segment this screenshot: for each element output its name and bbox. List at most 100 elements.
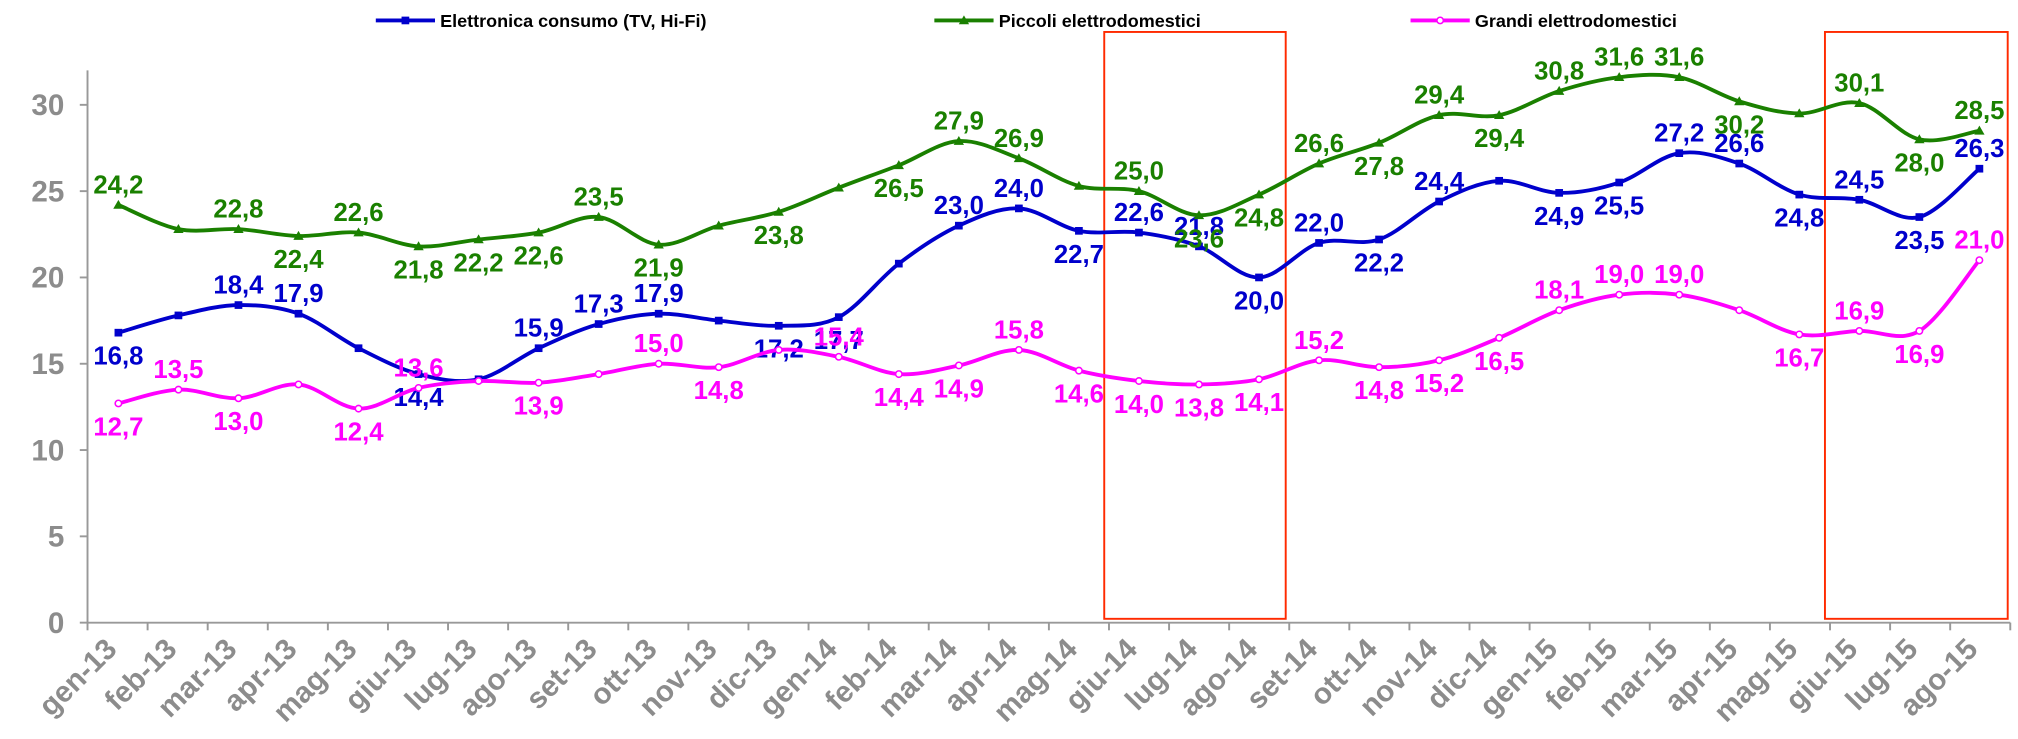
data-label: 16,9 — [1894, 341, 1944, 369]
marker — [1855, 195, 1864, 204]
marker — [654, 359, 663, 368]
data-label: 13,6 — [394, 354, 444, 382]
marker — [1975, 256, 1984, 265]
data-label: 22,2 — [1354, 250, 1404, 278]
data-label: 28,0 — [1894, 149, 1944, 177]
data-label: 24,0 — [994, 175, 1044, 203]
data-label: 14,4 — [874, 384, 925, 412]
data-label: 17,9 — [634, 280, 684, 308]
data-label: 20,0 — [1234, 287, 1284, 315]
marker — [1854, 98, 1865, 107]
data-label: 26,6 — [1294, 130, 1344, 158]
data-label: 23,8 — [754, 222, 804, 250]
data-label: 24,8 — [1774, 205, 1824, 233]
legend-label: Elettronica consumo (TV, Hi-Fi) — [440, 11, 706, 31]
marker — [834, 313, 843, 321]
data-label: 26,9 — [994, 125, 1044, 153]
data-label: 13,9 — [514, 393, 564, 421]
marker — [354, 344, 363, 353]
y-tick-label: 20 — [31, 262, 64, 295]
y-tick-label: 0 — [48, 607, 64, 640]
data-label: 26,6 — [1714, 130, 1764, 158]
marker — [1735, 306, 1744, 315]
marker — [1435, 197, 1443, 206]
marker — [1734, 96, 1745, 106]
marker — [1435, 356, 1444, 365]
marker — [1194, 380, 1203, 389]
data-label: 21,9 — [634, 255, 684, 283]
marker — [954, 221, 963, 230]
data-label: 17,7 — [814, 327, 864, 355]
data-label: 14,8 — [1354, 377, 1404, 405]
marker — [1075, 227, 1083, 235]
data-label: 27,2 — [1654, 120, 1704, 148]
marker — [714, 363, 723, 372]
data-label: 24,8 — [1234, 205, 1284, 233]
data-label: 22,8 — [213, 196, 263, 224]
data-label: 19,0 — [1654, 261, 1704, 289]
marker — [1255, 375, 1263, 384]
data-label: 15,2 — [1294, 327, 1344, 355]
marker — [1795, 190, 1804, 199]
y-tick-label: 25 — [31, 175, 64, 208]
data-label: 14,8 — [694, 377, 744, 405]
y-tick-label: 15 — [31, 348, 64, 381]
marker — [1914, 134, 1925, 144]
marker — [654, 309, 663, 318]
data-label: 22,4 — [273, 246, 324, 274]
marker — [294, 380, 303, 389]
marker — [1135, 228, 1143, 237]
marker — [414, 383, 423, 392]
data-label: 27,8 — [1354, 153, 1404, 181]
marker — [1373, 137, 1385, 147]
data-label: 26,3 — [1954, 135, 2004, 163]
data-label: 25,0 — [1114, 158, 1164, 186]
marker — [713, 220, 724, 230]
marker — [474, 377, 483, 385]
marker — [1974, 125, 1985, 135]
marker — [774, 321, 783, 330]
data-label: 22,6 — [514, 243, 564, 271]
data-label: 15,0 — [634, 330, 684, 358]
marker — [1073, 180, 1085, 190]
marker — [1253, 189, 1265, 199]
data-label: 21,0 — [1954, 227, 2004, 255]
marker — [1615, 178, 1624, 187]
series-line — [117, 72, 1980, 249]
marker — [1313, 158, 1325, 168]
marker — [114, 399, 123, 408]
data-label: 21,8 — [394, 256, 444, 284]
data-label: 16,8 — [93, 343, 143, 371]
marker — [413, 241, 424, 251]
data-label: 22,0 — [1294, 209, 1344, 237]
data-label: 27,9 — [934, 108, 984, 136]
marker — [1675, 290, 1684, 299]
marker — [1855, 326, 1864, 335]
data-label: 18,1 — [1534, 277, 1584, 305]
data-label: 29,4 — [1474, 125, 1525, 153]
marker — [714, 316, 723, 325]
y-tick-label: 10 — [31, 434, 64, 467]
marker — [293, 230, 304, 240]
marker — [773, 206, 784, 216]
data-label: 16,9 — [1834, 298, 1884, 326]
data-label: 14,0 — [1114, 391, 1164, 419]
marker — [1493, 110, 1505, 120]
data-label: 17,9 — [273, 280, 323, 308]
marker — [1615, 290, 1624, 299]
data-label: 16,7 — [1774, 344, 1824, 372]
data-label: 17,3 — [574, 291, 624, 319]
data-label: 15,2 — [1414, 370, 1464, 398]
marker — [414, 370, 423, 378]
y-tick-label: 5 — [48, 521, 64, 554]
marker — [834, 352, 843, 361]
marker — [534, 344, 543, 353]
data-label: 23,0 — [934, 192, 984, 220]
data-label: 29,4 — [1414, 82, 1465, 110]
data-label: 12,4 — [333, 419, 384, 447]
marker — [1915, 213, 1924, 221]
marker — [593, 211, 604, 221]
data-label: 24,4 — [1414, 168, 1465, 196]
marker — [233, 224, 244, 233]
highlight-box — [1103, 31, 1287, 620]
